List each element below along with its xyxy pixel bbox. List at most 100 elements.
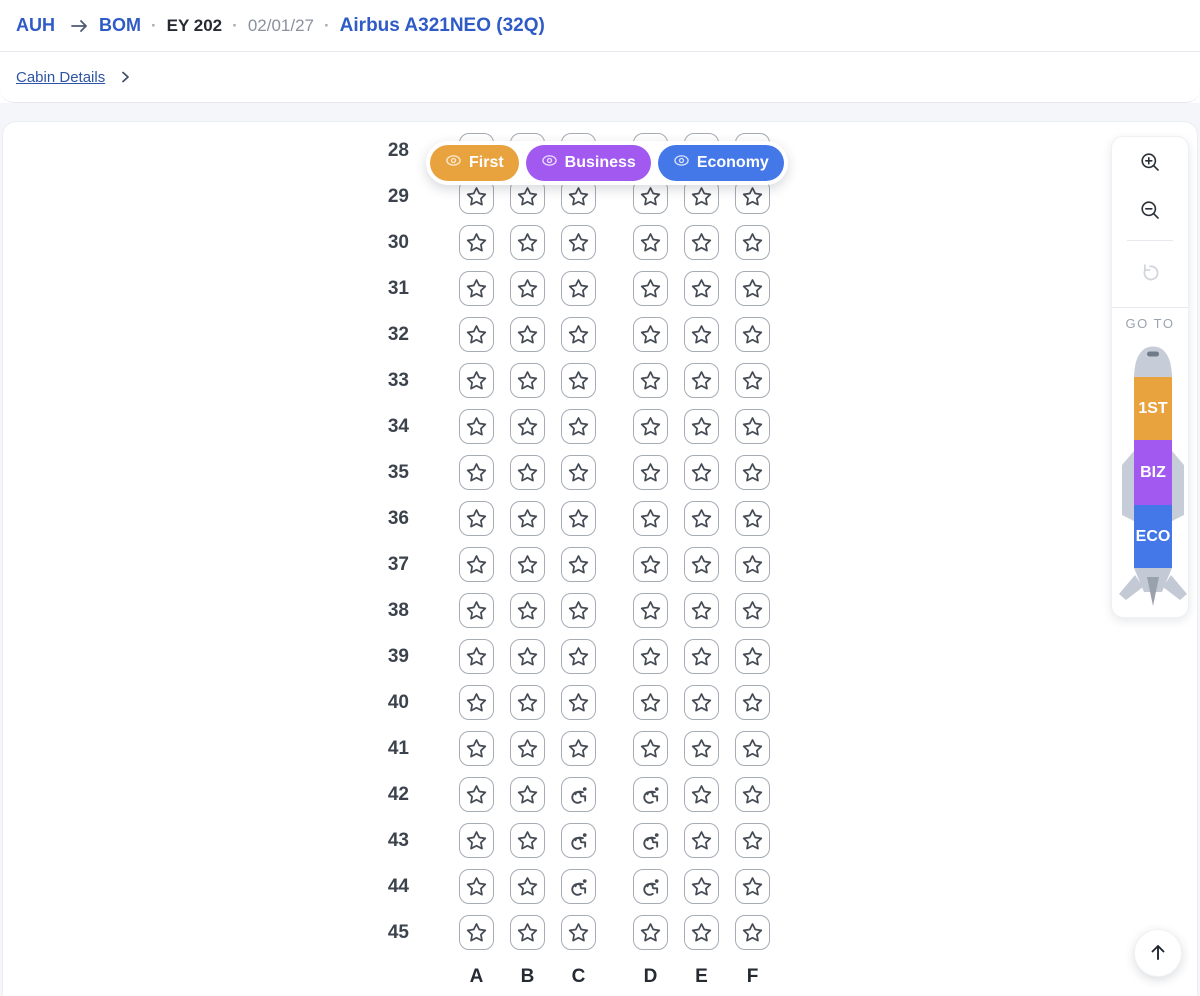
seat-34D[interactable] (633, 409, 668, 444)
seat-31B[interactable] (510, 271, 545, 306)
seat-43A[interactable] (459, 823, 494, 858)
seat-39A[interactable] (459, 639, 494, 674)
destination-code[interactable]: BOM (99, 15, 141, 35)
seat-44D[interactable] (633, 869, 668, 904)
zoom-out-button[interactable] (1112, 187, 1188, 235)
scroll-to-top-button[interactable] (1134, 929, 1182, 977)
seat-39E[interactable] (684, 639, 719, 674)
seat-38D[interactable] (633, 593, 668, 628)
goto-economy-section[interactable] (1134, 505, 1172, 568)
seat-35C[interactable] (561, 455, 596, 490)
seat-31D[interactable] (633, 271, 668, 306)
seat-39C[interactable] (561, 639, 596, 674)
seat-42E[interactable] (684, 777, 719, 812)
seat-42A[interactable] (459, 777, 494, 812)
seat-35B[interactable] (510, 455, 545, 490)
seat-41F[interactable] (735, 731, 770, 766)
seat-31A[interactable] (459, 271, 494, 306)
seat-33B[interactable] (510, 363, 545, 398)
seat-40B[interactable] (510, 685, 545, 720)
seat-42D[interactable] (633, 777, 668, 812)
seat-32B[interactable] (510, 317, 545, 352)
seat-32F[interactable] (735, 317, 770, 352)
cabin-details-link[interactable]: Cabin Details (16, 68, 106, 86)
seat-30A[interactable] (459, 225, 494, 260)
seat-37D[interactable] (633, 547, 668, 582)
seat-42B[interactable] (510, 777, 545, 812)
seat-43D[interactable] (633, 823, 668, 858)
seat-36B[interactable] (510, 501, 545, 536)
chevron-right-icon[interactable] (117, 69, 133, 85)
seat-38B[interactable] (510, 593, 545, 628)
seat-45C[interactable] (561, 915, 596, 950)
seat-42F[interactable] (735, 777, 770, 812)
seat-44C[interactable] (561, 869, 596, 904)
origin-code[interactable]: AUH (16, 15, 55, 35)
legend-pill-business[interactable]: Business (525, 145, 651, 181)
seat-30E[interactable] (684, 225, 719, 260)
seat-31C[interactable] (561, 271, 596, 306)
seat-32D[interactable] (633, 317, 668, 352)
seat-44F[interactable] (735, 869, 770, 904)
seat-45D[interactable] (633, 915, 668, 950)
reset-zoom-button[interactable] (1112, 250, 1188, 298)
seat-36C[interactable] (561, 501, 596, 536)
seat-40D[interactable] (633, 685, 668, 720)
seat-34A[interactable] (459, 409, 494, 444)
seat-37F[interactable] (735, 547, 770, 582)
seat-41B[interactable] (510, 731, 545, 766)
seat-33C[interactable] (561, 363, 596, 398)
seat-40C[interactable] (561, 685, 596, 720)
seat-38E[interactable] (684, 593, 719, 628)
seat-34C[interactable] (561, 409, 596, 444)
seat-41E[interactable] (684, 731, 719, 766)
seat-35E[interactable] (684, 455, 719, 490)
seat-44B[interactable] (510, 869, 545, 904)
seat-34B[interactable] (510, 409, 545, 444)
seat-37A[interactable] (459, 547, 494, 582)
seat-35D[interactable] (633, 455, 668, 490)
goto-first-section[interactable] (1134, 377, 1172, 440)
seat-33E[interactable] (684, 363, 719, 398)
seat-36A[interactable] (459, 501, 494, 536)
seat-40A[interactable] (459, 685, 494, 720)
seat-44E[interactable] (684, 869, 719, 904)
seat-41A[interactable] (459, 731, 494, 766)
seat-42C[interactable] (561, 777, 596, 812)
seat-30B[interactable] (510, 225, 545, 260)
seat-39B[interactable] (510, 639, 545, 674)
seat-45F[interactable] (735, 915, 770, 950)
seat-45B[interactable] (510, 915, 545, 950)
seat-35A[interactable] (459, 455, 494, 490)
seat-30D[interactable] (633, 225, 668, 260)
seat-37E[interactable] (684, 547, 719, 582)
seat-38A[interactable] (459, 593, 494, 628)
seat-32C[interactable] (561, 317, 596, 352)
seat-36E[interactable] (684, 501, 719, 536)
seat-33D[interactable] (633, 363, 668, 398)
legend-pill-economy[interactable]: Economy (657, 145, 784, 181)
seat-33A[interactable] (459, 363, 494, 398)
goto-business-section[interactable] (1134, 440, 1172, 505)
seat-38F[interactable] (735, 593, 770, 628)
seat-39F[interactable] (735, 639, 770, 674)
seat-40F[interactable] (735, 685, 770, 720)
seat-34E[interactable] (684, 409, 719, 444)
seat-35F[interactable] (735, 455, 770, 490)
seat-41D[interactable] (633, 731, 668, 766)
seat-36D[interactable] (633, 501, 668, 536)
seat-30C[interactable] (561, 225, 596, 260)
seat-40E[interactable] (684, 685, 719, 720)
seat-33F[interactable] (735, 363, 770, 398)
seat-38C[interactable] (561, 593, 596, 628)
seat-31E[interactable] (684, 271, 719, 306)
seat-32A[interactable] (459, 317, 494, 352)
seat-43E[interactable] (684, 823, 719, 858)
seat-43C[interactable] (561, 823, 596, 858)
seat-43B[interactable] (510, 823, 545, 858)
seat-36F[interactable] (735, 501, 770, 536)
seat-45E[interactable] (684, 915, 719, 950)
seat-41C[interactable] (561, 731, 596, 766)
seat-39D[interactable] (633, 639, 668, 674)
seat-44A[interactable] (459, 869, 494, 904)
